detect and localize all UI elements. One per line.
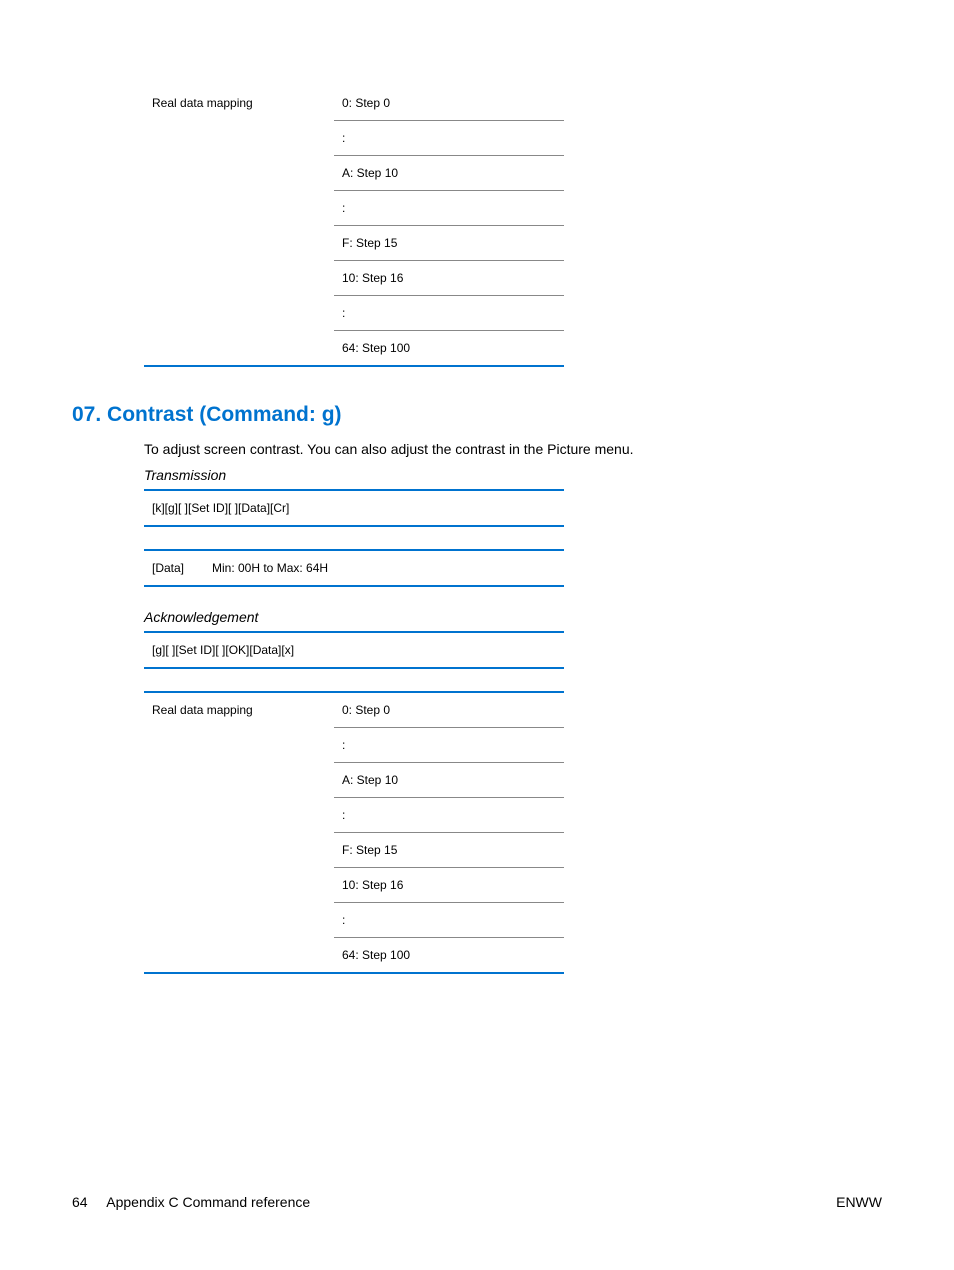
table-cell: : [334, 121, 564, 156]
table-label: Real data mapping [144, 692, 334, 728]
table-cell: : [334, 296, 564, 331]
table-cell: F: Step 15 [334, 226, 564, 261]
footer-appendix: Appendix C Command reference [106, 1194, 310, 1210]
table-cell: : [334, 191, 564, 226]
table-cell: : [334, 903, 564, 938]
table-cell: : [334, 728, 564, 763]
data-range-table: [Data] Min: 00H to Max: 64H [144, 549, 564, 587]
mapping-table-2: Real data mapping0: Step 0 : A: Step 10 … [144, 691, 564, 974]
transmission-row: [k][g][ ][Set ID][ ][Data][Cr] [144, 490, 564, 526]
table-cell: A: Step 10 [334, 156, 564, 191]
transmission-table: [k][g][ ][Set ID][ ][Data][Cr] [144, 489, 564, 527]
table-cell: 64: Step 100 [334, 938, 564, 974]
section-heading: 07. Contrast (Command: g) [72, 403, 882, 427]
page-number: 64 [72, 1194, 88, 1210]
ack-row: [g][ ][Set ID][ ][OK][Data][x] [144, 632, 564, 668]
table-cell: 10: Step 16 [334, 868, 564, 903]
table-cell: 10: Step 16 [334, 261, 564, 296]
page-footer: 64 Appendix C Command reference ENWW [72, 1194, 882, 1210]
data-value: Min: 00H to Max: 64H [204, 550, 564, 586]
table-cell: 64: Step 100 [334, 331, 564, 367]
transmission-label: Transmission [144, 467, 882, 483]
ack-label: Acknowledgement [144, 609, 882, 625]
table-cell: : [334, 798, 564, 833]
footer-right: ENWW [836, 1194, 882, 1210]
table-cell: 0: Step 0 [334, 692, 564, 728]
intro-text: To adjust screen contrast. You can also … [144, 441, 882, 457]
table-cell: 0: Step 0 [334, 86, 564, 121]
data-label: [Data] [144, 550, 204, 586]
mapping-table-1: Real data mapping0: Step 0 : A: Step 10 … [144, 86, 564, 367]
table-label: Real data mapping [144, 86, 334, 121]
table-cell: F: Step 15 [334, 833, 564, 868]
table-cell: A: Step 10 [334, 763, 564, 798]
ack-table: [g][ ][Set ID][ ][OK][Data][x] [144, 631, 564, 669]
